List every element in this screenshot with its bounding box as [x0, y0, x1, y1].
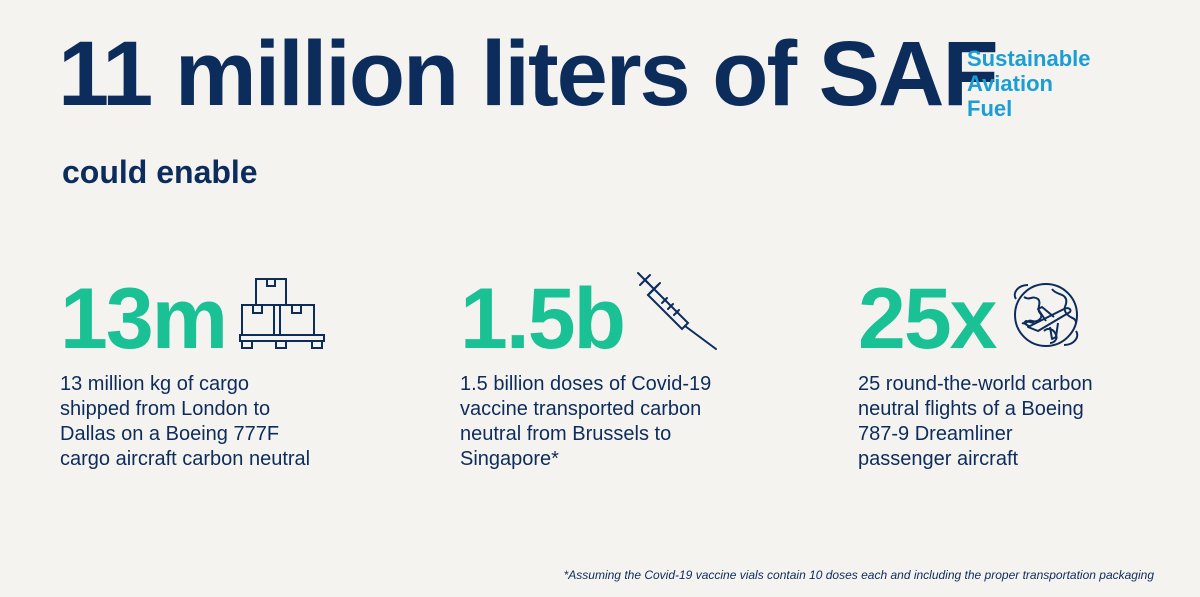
stat-flights: 25x 25 round-the-world carbon neutral fl… — [858, 262, 1188, 472]
stat-description-line: shipped from London to — [60, 398, 271, 420]
stat-description-line: 787-9 Dreamliner — [858, 423, 1013, 445]
saf-definition-line: Sustainable — [967, 46, 1091, 71]
stat-description: 25 round-the-world carbon neutral flight… — [858, 372, 1188, 472]
footnote: *Assuming the Covid-19 vaccine vials con… — [563, 568, 1154, 582]
stat-value: 13m — [60, 271, 228, 367]
stat-value: 1.5b — [460, 271, 626, 367]
syringe-icon — [636, 271, 720, 356]
stat-description: 1.5 billion doses of Covid-19 vaccine tr… — [460, 372, 790, 472]
saf-definition-line: Fuel — [967, 96, 1013, 121]
stat-description-line: Dallas on a Boeing 777F — [60, 423, 280, 445]
stat-description-line: neutral flights of a Boeing — [858, 398, 1084, 420]
stat-description: 13 million kg of cargo shipped from Lond… — [60, 372, 390, 472]
stat-description-line: cargo aircraft carbon neutral — [60, 448, 311, 470]
globe-plane-icon — [1008, 279, 1084, 356]
stat-vaccine: 1.5b 1.5 billion doses of Covid-19 vacci… — [460, 262, 790, 472]
subhead: could enable — [62, 154, 258, 190]
stat-description-line: 13 million kg of cargo — [60, 373, 249, 395]
stat-description-line: passenger aircraft — [858, 448, 1019, 470]
stat-description-line: 1.5 billion doses of Covid-19 — [460, 373, 712, 395]
stat-value: 25x — [858, 271, 997, 367]
cargo-boxes-icon — [238, 277, 328, 356]
stat-description-line: 25 round-the-world carbon — [858, 373, 1093, 395]
saf-definition-line: Aviation — [967, 71, 1053, 96]
stat-cargo: 13m 13 million kg of cargo shipped from … — [60, 262, 390, 472]
stat-description-line: neutral from Brussels to — [460, 423, 672, 445]
stat-description-line: Singapore* — [460, 448, 559, 470]
stat-description-line: vaccine transported carbon — [460, 398, 702, 420]
saf-definition: Sustainable Aviation Fuel — [967, 46, 1090, 121]
headline: 11 million liters of SAF — [58, 23, 999, 125]
